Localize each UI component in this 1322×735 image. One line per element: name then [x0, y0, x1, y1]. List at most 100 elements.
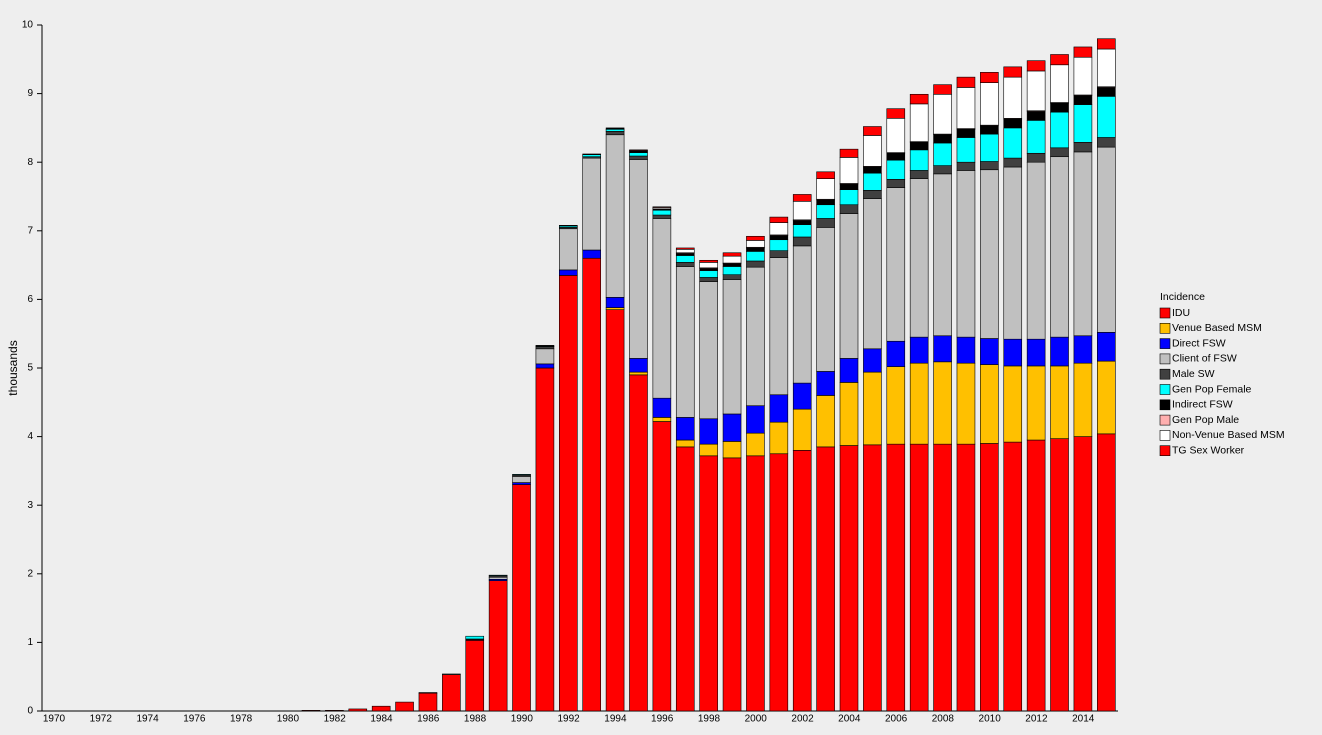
x-tick-label: 2008 — [932, 714, 955, 725]
bar-segment — [909, 170, 929, 179]
y-tick-label: 9 — [27, 88, 33, 99]
bar-segment — [863, 135, 882, 167]
bar-segment — [746, 251, 765, 262]
bar-segment — [1073, 104, 1093, 143]
x-tick-label: 2010 — [979, 714, 1002, 725]
bar-segment — [909, 336, 929, 364]
bar-segment — [1050, 102, 1069, 113]
bar-segment — [980, 161, 999, 171]
bar-segment — [863, 166, 882, 174]
bar-segment — [909, 443, 929, 712]
bar-segment — [699, 277, 718, 282]
bar-segment — [839, 358, 859, 383]
bar-segment — [1026, 70, 1046, 112]
bar-segment — [909, 178, 929, 338]
bar-segment — [816, 446, 835, 712]
bar-segment — [652, 421, 672, 712]
bar-segment — [442, 673, 461, 675]
legend-swatch — [1159, 399, 1171, 411]
legend-swatch — [1159, 430, 1171, 441]
x-tick-label: 1998 — [698, 714, 721, 725]
bar-segment — [980, 364, 999, 444]
bar-segment — [1050, 156, 1069, 338]
x-tick-label: 1988 — [464, 714, 487, 725]
bar-segment — [488, 576, 508, 580]
bar-segment — [629, 159, 648, 359]
x-tick-label: 1978 — [230, 714, 253, 725]
x-tick-label: 2004 — [838, 714, 861, 725]
bar-segment — [769, 222, 789, 236]
bar-segment — [956, 362, 976, 445]
bar-segment — [722, 263, 742, 267]
bar-segment — [395, 701, 414, 712]
x-tick-label: 1994 — [604, 714, 627, 725]
bar-segment — [1097, 360, 1116, 435]
bar-segment — [512, 482, 531, 485]
bar-segment — [816, 171, 835, 179]
bar-segment — [418, 692, 438, 712]
bar-segment — [933, 173, 952, 337]
bar-segment — [956, 336, 976, 364]
legend-swatch — [1159, 338, 1171, 349]
legend-swatch — [1159, 384, 1171, 395]
bar-segment — [605, 309, 625, 712]
legend-label: Indirect FSW — [1172, 399, 1233, 411]
y-tick-label: 5 — [27, 363, 33, 374]
x-tick-label: 2014 — [1072, 714, 1095, 725]
bar-segment — [348, 708, 368, 712]
bar-segment — [863, 190, 882, 199]
bar-segment — [839, 189, 859, 206]
bar-segment — [605, 307, 625, 310]
bar-segment — [933, 134, 952, 144]
bar-segment — [1003, 441, 1023, 712]
bar-segment — [722, 266, 742, 276]
bar-segment — [1073, 46, 1093, 58]
bar-segment — [559, 228, 578, 271]
bar-segment — [675, 446, 695, 712]
bar-segment — [722, 441, 742, 459]
bar-segment — [863, 444, 882, 712]
bar-segment — [1097, 38, 1116, 50]
bar-segment — [722, 457, 742, 712]
bar-segment — [699, 443, 718, 457]
bar-segment — [699, 270, 718, 278]
legend-label: Gen Pop Male — [1172, 414, 1239, 426]
bar-segment — [488, 580, 508, 712]
y-axis-label: thousands — [6, 340, 20, 395]
bar-segment — [512, 484, 531, 712]
bar-segment — [933, 443, 952, 712]
bar-segment — [675, 266, 695, 418]
bar-segment — [535, 348, 555, 365]
bar-segment — [1050, 438, 1069, 712]
bar-segment — [769, 421, 789, 455]
bar-segment — [699, 268, 718, 271]
bar-segment — [1073, 151, 1093, 337]
bar-segment — [301, 710, 321, 712]
bar-segment — [582, 157, 601, 251]
bar-segment — [629, 152, 648, 157]
bar-segment — [1073, 142, 1093, 153]
bar-segment — [535, 367, 555, 712]
bar-segment — [792, 201, 812, 221]
bar-segment — [1026, 60, 1046, 72]
bar-segment — [582, 153, 601, 155]
bar-segment — [1050, 147, 1069, 158]
bar-segment — [1003, 76, 1023, 119]
x-tick-label: 1980 — [277, 714, 300, 725]
bar-segment — [559, 269, 578, 276]
bar-segment — [1026, 439, 1046, 712]
bar-segment — [1026, 152, 1046, 163]
bar-segment — [839, 213, 859, 359]
bar-segment — [652, 397, 672, 418]
y-tick-label: 4 — [27, 431, 33, 442]
bar-segment — [792, 224, 812, 238]
bar-segment — [816, 395, 835, 448]
bar-segment — [1003, 338, 1023, 367]
bar-segment — [325, 710, 344, 712]
y-tick-label: 1 — [27, 637, 33, 648]
x-tick-label: 1996 — [651, 714, 674, 725]
bar-segment — [746, 240, 765, 248]
bar-segment — [722, 252, 742, 257]
bar-segment — [933, 335, 952, 363]
bar-segment — [746, 235, 765, 241]
